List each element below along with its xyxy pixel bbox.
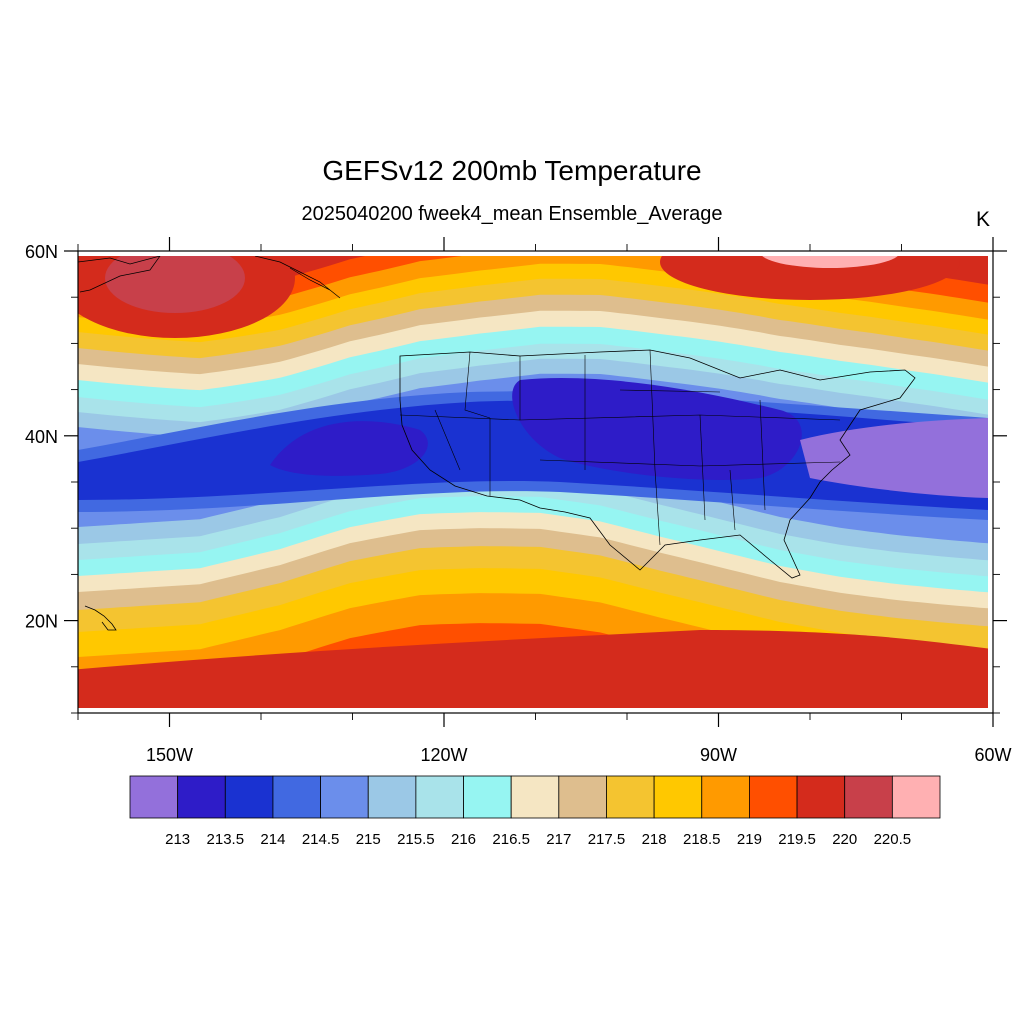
state-boundary: [649, 349, 656, 471]
colorbar-level-label: 214.5: [302, 831, 340, 848]
field-band: [762, 256, 898, 268]
coastline: [84, 605, 117, 631]
colorbar-level-label: 215.5: [397, 831, 435, 848]
geographic-boundaries: [78, 256, 916, 631]
state-boundary: [399, 414, 841, 421]
state-boundary: [729, 469, 736, 531]
colorbar-swatch: [653, 775, 703, 819]
colorbar-swatch: [367, 775, 417, 819]
lon-tick-label: 90W: [700, 745, 737, 765]
colorbar-swatch: [320, 775, 369, 819]
lon-tick-label: 150W: [146, 745, 193, 765]
colorbar-swatch: [844, 775, 893, 819]
colorbar-swatch: [510, 775, 560, 819]
colorbar-level-label: 218.5: [683, 831, 721, 848]
lon-tick-label: 120W: [420, 745, 467, 765]
state-boundary: [619, 389, 721, 393]
colorbar-level-label: 218: [642, 831, 667, 848]
coastline: [254, 256, 341, 299]
colorbar: 213 213.5 214 214.5 215 215.5 216 216.5 217 217.5…: [129, 775, 941, 848]
colorbar-level-label: 213: [165, 831, 190, 848]
lat-tick-label: 60N: [25, 242, 58, 262]
colorbar-level-label: 213.5: [207, 831, 245, 848]
field-band: [512, 378, 802, 480]
colorbar-level-label: 220.5: [874, 831, 912, 848]
colorbar-swatch: [177, 775, 226, 819]
coastline: [399, 349, 916, 579]
colorbar-swatch: [891, 775, 941, 819]
axis-tick-labels: 60N 40N 20N 150W 120W 90W 60W: [25, 242, 1012, 765]
colorbar-level-label: 215: [356, 831, 381, 848]
colorbar-level-label: 219: [737, 831, 762, 848]
state-boundary: [699, 414, 706, 521]
colorbar-swatch: [558, 775, 607, 819]
colorbar-level-label: 219.5: [778, 831, 816, 848]
field-band: [270, 421, 428, 476]
field-band: [78, 256, 988, 293]
state-boundary: [654, 469, 661, 546]
lat-tick-label: 20N: [25, 612, 58, 632]
colorbar-swatch: [463, 775, 512, 819]
colorbar-level-label: 217.5: [588, 831, 626, 848]
units-label: K: [976, 208, 991, 231]
axis-ticks: [64, 237, 1007, 727]
colorbar-level-label: 220: [832, 831, 857, 848]
field-band: [800, 418, 988, 498]
state-boundary: [434, 409, 461, 471]
colorbar-swatch: [415, 775, 464, 819]
temperature-field: [78, 256, 988, 708]
colorbar-swatch: [272, 775, 321, 819]
chart-title: GEFSv12 200mb Temperature: [322, 155, 702, 186]
lon-tick-label: 60W: [974, 745, 1011, 765]
field-band: [105, 256, 245, 313]
colorbar-level-label: 214: [260, 831, 285, 848]
colorbar-swatch: [129, 775, 179, 819]
colorbar-swatch: [224, 775, 274, 819]
lat-tick-label: 40N: [25, 427, 58, 447]
colorbar-swatch: [749, 775, 798, 819]
coastline: [78, 256, 161, 293]
state-boundary: [539, 459, 841, 467]
state-boundary: [464, 351, 491, 419]
field-band: [660, 256, 960, 300]
colorbar-swatch: [606, 775, 655, 819]
colorbar-level-label: 217: [546, 831, 571, 848]
colorbar-level-label: 216.5: [492, 831, 530, 848]
colorbar-level-label: 216: [451, 831, 476, 848]
state-boundary: [759, 399, 766, 511]
field-band: [78, 630, 988, 708]
colorbar-swatch: [701, 775, 750, 819]
chart-subtitle: 2025040200 fweek4_mean Ensemble_Average: [301, 203, 723, 225]
colorbar-swatch: [796, 775, 846, 819]
